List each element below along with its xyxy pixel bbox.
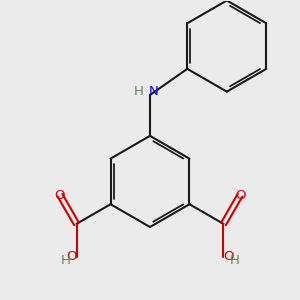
Text: O: O (235, 189, 245, 202)
Text: O: O (55, 189, 65, 202)
Text: O: O (66, 250, 76, 263)
Text: N: N (149, 85, 159, 98)
Text: H: H (60, 254, 70, 267)
Text: H: H (230, 254, 240, 267)
Text: H: H (134, 85, 144, 98)
Text: O: O (224, 250, 234, 263)
